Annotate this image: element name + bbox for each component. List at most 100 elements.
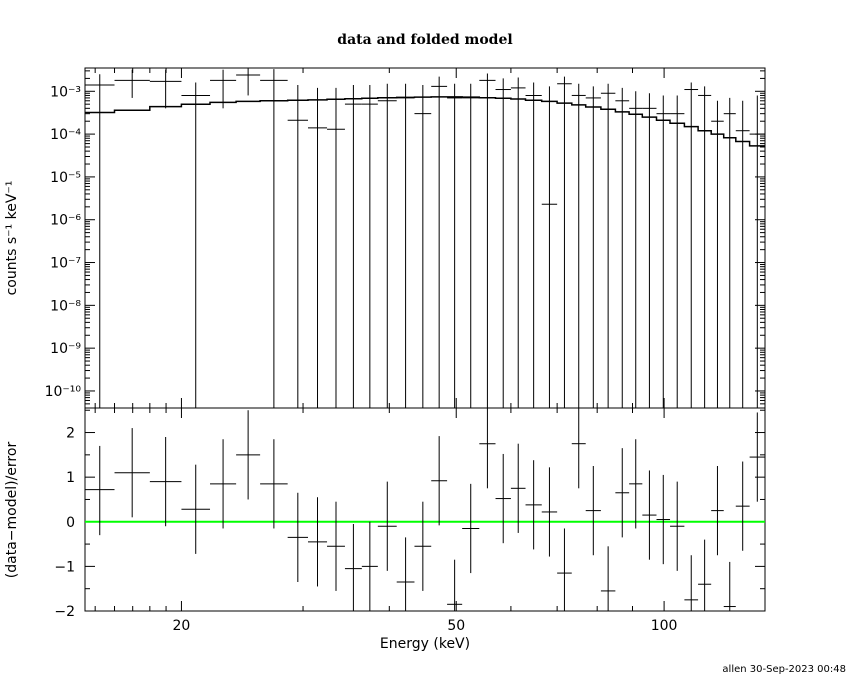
data-point	[114, 69, 150, 98]
data-point	[447, 83, 463, 408]
y-tick-label: 10⁻⁷	[50, 256, 81, 272]
residual-point	[642, 470, 657, 560]
lower-panel: 2 1 0 −1 −2 20 50 100	[54, 407, 766, 634]
data-point	[287, 85, 308, 408]
data-point	[656, 95, 671, 408]
data-point	[344, 85, 362, 408]
residual-point	[462, 483, 480, 574]
y-tick-label: −2	[54, 604, 75, 620]
data-point	[85, 74, 115, 408]
y-tick-label: −1	[54, 559, 75, 575]
residual-point	[114, 428, 150, 518]
residual-point	[629, 439, 643, 529]
lower-y-axis-label: (data−model)/error	[4, 442, 20, 579]
data-point	[749, 95, 765, 408]
residual-point	[377, 481, 397, 571]
residual-point	[327, 501, 345, 591]
residual-point	[414, 501, 432, 591]
residual-point	[287, 492, 308, 582]
y-tick-label: 10⁻⁸	[50, 298, 81, 314]
folded-model-line	[85, 96, 765, 147]
y-tick-label: 10⁻¹⁰	[45, 384, 82, 400]
residual-point	[181, 464, 211, 554]
residual-point	[656, 474, 671, 565]
residual-point	[210, 439, 237, 529]
data-point	[557, 76, 572, 408]
footer-timestamp: allen 30-Sep-2023 00:48	[722, 664, 846, 675]
data-point	[525, 82, 542, 408]
data-point	[711, 100, 724, 408]
residual-point	[479, 408, 496, 489]
upper-panel: 10⁻³ 10⁻⁴ 10⁻⁵ 10⁻⁶ 10⁻⁷ 10⁻⁸ 10⁻⁹ 10⁻¹⁰	[45, 67, 766, 409]
y-tick-label: 10⁻⁶	[50, 213, 81, 229]
residual-point	[698, 539, 712, 611]
data-point	[541, 86, 558, 408]
data-point	[396, 83, 415, 408]
data-point	[361, 85, 378, 408]
residual-point	[735, 461, 750, 551]
data-point	[585, 86, 601, 408]
residual-point	[396, 537, 415, 611]
data-point	[571, 83, 586, 408]
residual-point	[495, 453, 511, 544]
residual-point	[307, 497, 328, 587]
lower-x-ticks: 20 50 100	[94, 408, 678, 634]
y-tick-label: 1	[66, 470, 75, 486]
residual-point	[510, 443, 526, 533]
lower-y-ticks: 2 1 0 −1 −2	[54, 409, 765, 620]
upper-y-ticks: 10⁻³ 10⁻⁴ 10⁻⁵ 10⁻⁶ 10⁻⁷ 10⁻⁸ 10⁻⁹ 10⁻¹⁰	[45, 70, 765, 409]
data-point	[327, 87, 345, 408]
chart-title: data and folded model	[337, 32, 512, 48]
residual-point	[236, 410, 261, 500]
data-point	[735, 100, 750, 408]
residual-point	[260, 439, 288, 529]
y-tick-label: 2	[66, 426, 75, 442]
residual-points	[85, 408, 765, 611]
residual-point	[615, 448, 630, 538]
data-point	[670, 95, 685, 408]
y-tick-label: 10⁻⁹	[50, 341, 81, 357]
y-tick-label: 10⁻⁴	[50, 127, 81, 143]
data-point	[236, 68, 261, 96]
x-tick-label: 100	[651, 618, 678, 634]
residual-point	[85, 445, 115, 536]
residual-point	[585, 466, 601, 556]
residual-point	[557, 528, 572, 611]
x-axis-label: Energy (keV)	[380, 636, 470, 652]
data-point	[377, 83, 397, 408]
residual-point	[723, 561, 736, 611]
upper-x-ticks	[94, 68, 665, 408]
data-point	[149, 69, 182, 109]
data-point	[723, 97, 736, 408]
data-point	[414, 85, 432, 408]
data-point	[260, 69, 288, 408]
data-point	[684, 82, 699, 408]
data-point	[600, 83, 616, 408]
data-point	[495, 78, 511, 408]
residual-point	[684, 555, 699, 611]
data-point	[615, 87, 630, 408]
residual-point	[541, 467, 558, 557]
residual-point	[749, 412, 765, 502]
data-point	[462, 83, 480, 408]
data-point	[629, 91, 643, 408]
residual-point	[525, 460, 542, 550]
residual-point	[600, 546, 616, 611]
residual-point	[344, 524, 362, 611]
y-tick-label: 0	[66, 515, 75, 531]
residual-point	[571, 408, 586, 489]
data-point	[479, 73, 496, 408]
residual-point	[149, 437, 182, 527]
lower-plot-frame	[84, 407, 766, 612]
x-tick-label: 20	[173, 618, 191, 634]
data-point	[510, 77, 526, 408]
data-point	[307, 87, 328, 408]
residual-point	[361, 521, 378, 611]
data-point	[181, 82, 211, 408]
x-tick-label: 50	[447, 618, 465, 634]
residual-point	[670, 481, 685, 571]
data-point	[698, 86, 712, 408]
y-tick-label: 10⁻³	[50, 84, 81, 100]
data-point	[642, 93, 657, 408]
